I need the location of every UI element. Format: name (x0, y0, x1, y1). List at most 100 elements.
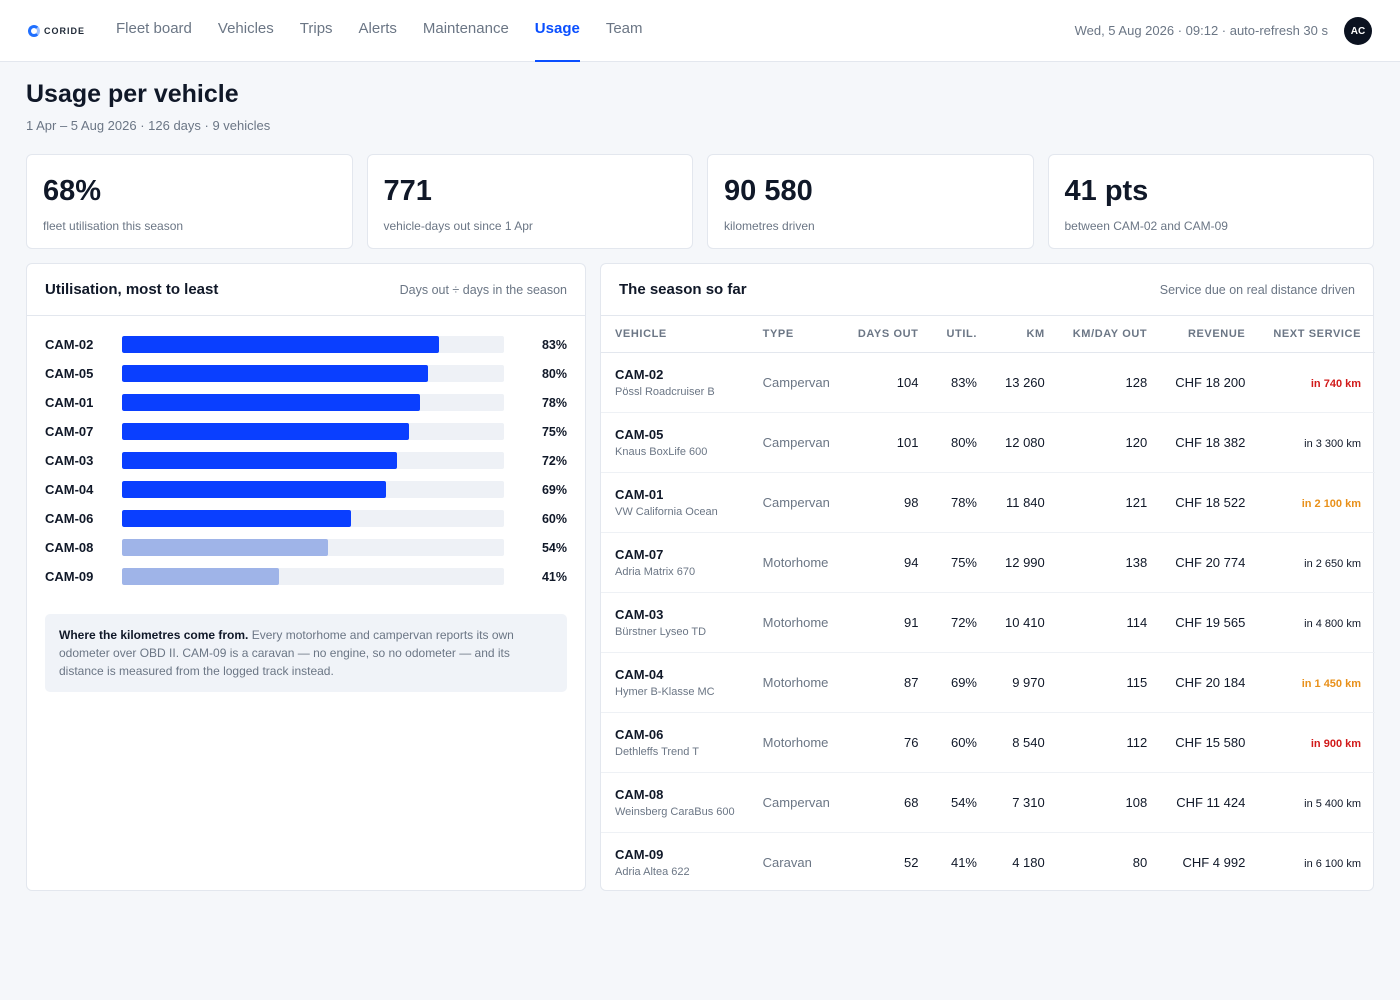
table-row[interactable]: CAM-07 Adria Matrix 670 Motorhome 94 75% 12 9… (601, 532, 1376, 593)
km-per-day-cell: 114 (1058, 592, 1162, 653)
vehicle-cell: CAM-01 VW California Ocean (601, 472, 749, 533)
bar-value-label: 54% (541, 540, 567, 555)
bar-cam-09 (122, 568, 279, 585)
table-row[interactable]: CAM-03 Bürstner Lyseo TD Motorhome 91 72% 10 … (601, 592, 1376, 653)
type-cell: Campervan (748, 472, 844, 533)
col-km-per-day[interactable]: Km/day out (1058, 316, 1162, 353)
col-next-service[interactable]: Next service (1259, 316, 1376, 353)
days-out-cell: 76 (843, 712, 933, 773)
nav-tab-usage[interactable]: Usage (534, 0, 580, 62)
revenue-cell: CHF 15 580 (1161, 712, 1260, 773)
kpi-value: 41 pts (1064, 175, 1149, 207)
revenue-cell: CHF 19 565 (1161, 592, 1260, 653)
table-body: CAM-02 Pössl Roadcruiser B Campervan 104 83%… (601, 352, 1376, 892)
vehicle-cell: CAM-02 Pössl Roadcruiser B (601, 352, 749, 413)
col-vehicle[interactable]: Vehicle (601, 316, 749, 353)
util-cell: 54% (932, 772, 991, 833)
nav-tab-maintenance[interactable]: Maintenance (422, 20, 509, 37)
type-cell: Caravan (762, 854, 812, 870)
service-status: in 2 650 km (1304, 557, 1362, 570)
app-logo[interactable]: CORIDE (28, 22, 85, 40)
kpi-card: 771 vehicle-days out since 1 Apr (366, 154, 693, 249)
nav-tab-trips[interactable]: Trips (299, 20, 333, 37)
bar-label: CAM-03 (45, 453, 94, 468)
bar-row-cam-04: CAM-04 69% (45, 475, 567, 504)
kpi-row: 68% fleet utilisation this season 771 vehic… (26, 154, 1374, 249)
km-per-day-cell: 115 (1058, 652, 1162, 713)
service-status: in 740 km (1310, 377, 1362, 390)
km-per-day-cell: 128 (1058, 352, 1162, 413)
col-days-out[interactable]: Days out (843, 316, 933, 353)
util-cell: 75% (932, 532, 991, 593)
bar-label: CAM-08 (45, 540, 94, 555)
table-row[interactable]: CAM-08 Weinsberg CaraBus 600 Campervan 68 54… (601, 772, 1376, 833)
next-service-cell: in 1 450 km (1259, 652, 1376, 713)
km-source-info: Where the kilometres come from. Every mo… (45, 614, 567, 692)
next-service-cell: in 3 300 km (1259, 412, 1376, 473)
next-service-cell: in 900 km (1259, 712, 1376, 773)
vehicle-cell: CAM-06 Dethleffs Trend T (601, 712, 749, 773)
avatar[interactable]: AC (1344, 17, 1372, 45)
type-cell: Motorhome (748, 532, 844, 593)
col-revenue[interactable]: Revenue (1161, 316, 1260, 353)
vehicle-model: Adria Matrix 670 (615, 565, 696, 578)
vehicle-id: CAM-02 (615, 366, 664, 382)
next-service-cell: in 4 800 km (1259, 592, 1376, 653)
km-cell: 7 310 (991, 772, 1059, 833)
next-service-cell: in 5 400 km (1259, 772, 1376, 833)
kpi-label: between CAM-02 and CAM-09 (1064, 219, 1228, 233)
nav-tab-alerts[interactable]: Alerts (358, 20, 397, 37)
bar-track (122, 336, 504, 353)
table-row[interactable]: CAM-05 Knaus BoxLife 600 Campervan 101 80% 12… (601, 412, 1376, 473)
bar-label: CAM-05 (45, 366, 94, 381)
next-service-cell: in 2 650 km (1259, 532, 1376, 593)
bar-cam-06 (122, 510, 352, 527)
bar-label: CAM-02 (45, 337, 94, 352)
logo-mark-icon (28, 25, 40, 37)
bar-row-cam-08: CAM-08 54% (45, 533, 567, 562)
service-status: in 900 km (1310, 737, 1362, 750)
km-cell: 9 970 (991, 652, 1059, 713)
kpi-label: fleet utilisation this season (43, 219, 184, 233)
km-cell: 8 540 (991, 712, 1059, 773)
bar-cam-08 (122, 539, 329, 556)
bar-cam-05 (122, 365, 428, 382)
nav-tab-vehicles[interactable]: Vehicles (217, 20, 274, 37)
util-cell: 78% (932, 472, 991, 533)
vehicle-model: VW California Ocean (615, 505, 718, 518)
kpi-card: 41 pts between CAM-02 and CAM-09 (1047, 154, 1374, 249)
service-status: in 5 400 km (1304, 797, 1362, 810)
utilisation-bar-chart: CAM-02 83% CAM-05 80% CAM-01 78% CAM-07 75% CAM-… (27, 316, 585, 591)
next-service-cell: in 2 100 km (1259, 472, 1376, 533)
revenue-cell: CHF 4 992 (1182, 854, 1246, 870)
util-cell: 41% (950, 854, 977, 870)
next-service-cell: in 740 km (1259, 352, 1376, 413)
nav-tab-fleet-board[interactable]: Fleet board (116, 20, 192, 37)
bar-label: CAM-01 (45, 395, 94, 410)
season-table: Vehicle Type Days out Util. Km Km/day out Reve… (601, 316, 1376, 892)
bar-track (122, 365, 504, 382)
kpi-value: 90 580 (724, 175, 813, 207)
table-row[interactable]: CAM-09 Adria Altea 622 Caravan 52 41% 4 180 80… (601, 832, 1375, 892)
nav-tab-team[interactable]: Team (605, 20, 643, 37)
type-cell: Motorhome (748, 652, 844, 713)
table-row[interactable]: CAM-02 Pössl Roadcruiser B Campervan 104 83%… (601, 352, 1376, 413)
table-header-row: Vehicle Type Days out Util. Km Km/day out Reve… (601, 316, 1376, 353)
top-nav-bar: CORIDE Fleet board Vehicles Trips Alerts Mai… (0, 0, 1400, 62)
col-util[interactable]: Util. (932, 316, 991, 353)
col-type[interactable]: Type (748, 316, 844, 353)
kpi-label: vehicle-days out since 1 Apr (383, 219, 533, 233)
km-cell: 12 990 (991, 532, 1059, 593)
bar-row-cam-06: CAM-06 60% (45, 504, 567, 533)
col-km[interactable]: Km (991, 316, 1059, 353)
table-row[interactable]: CAM-04 Hymer B-Klasse MC Motorhome 87 69% 9 9… (601, 652, 1376, 713)
bar-track (122, 481, 504, 498)
bar-row-cam-01: CAM-01 78% (45, 388, 567, 417)
table-row[interactable]: CAM-06 Dethleffs Trend T Motorhome 76 60% 8 5… (601, 712, 1376, 773)
vehicle-model: Dethleffs Trend T (615, 745, 699, 758)
bar-track (122, 539, 504, 556)
table-row[interactable]: CAM-01 VW California Ocean Campervan 98 78% 1… (601, 472, 1376, 533)
vehicle-model: Bürstner Lyseo TD (615, 625, 707, 638)
vehicle-id: CAM-08 (615, 786, 664, 802)
bar-track (122, 452, 504, 469)
